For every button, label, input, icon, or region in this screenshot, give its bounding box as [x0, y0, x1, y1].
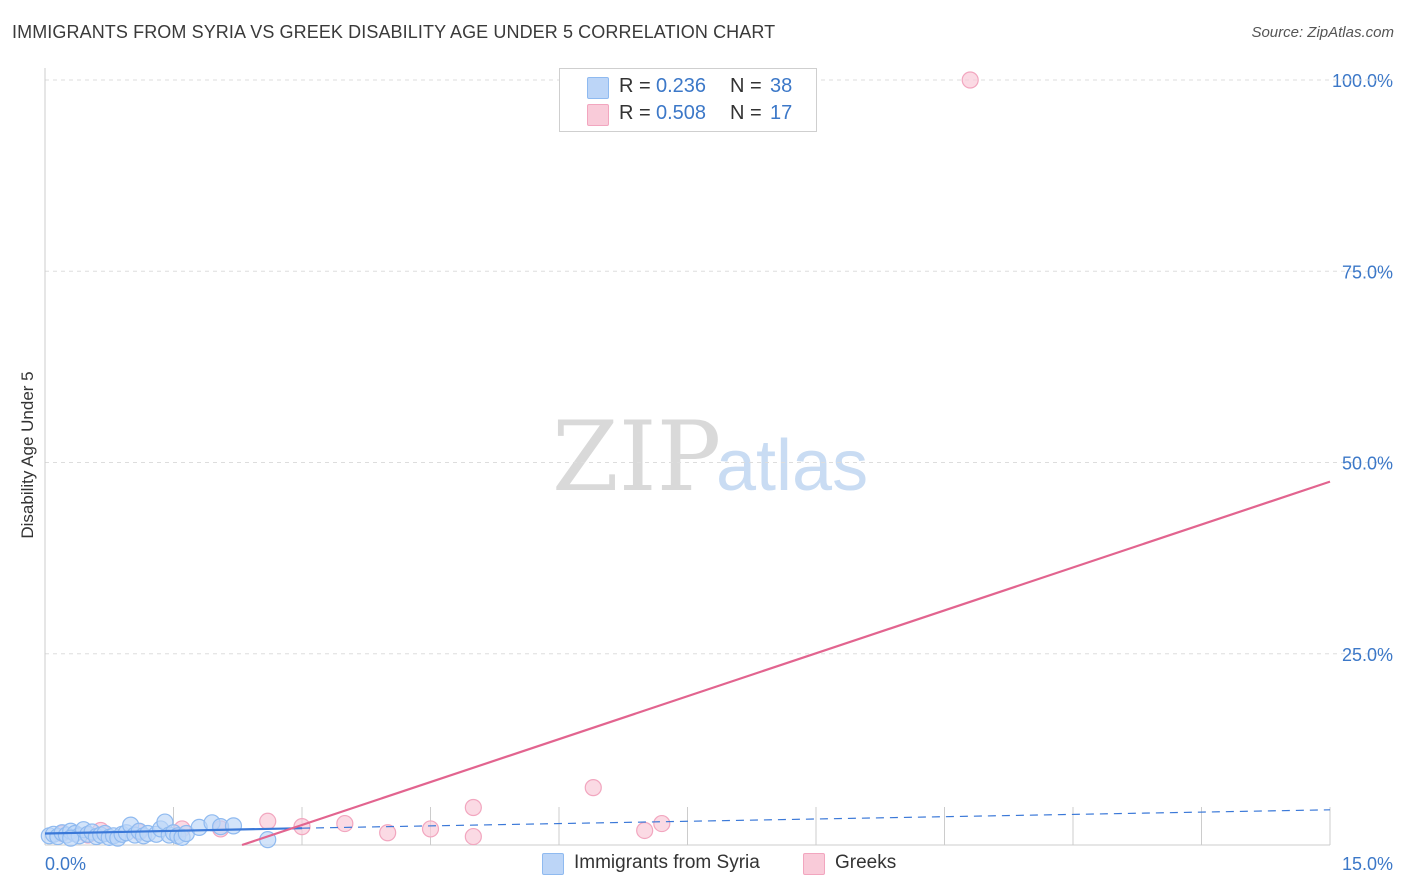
greeks-point	[464, 827, 482, 846]
legend-r-label: R =	[619, 102, 651, 124]
bottom-legend-label: Immigrants from Syria	[574, 852, 760, 873]
greeks-point	[379, 824, 397, 842]
syria-swatch	[542, 853, 564, 875]
legend-n-value: 38	[770, 75, 793, 97]
greeks-point	[259, 812, 277, 830]
legend-r-value: 0.508	[656, 102, 707, 124]
watermark-atlas: atlas	[716, 426, 868, 506]
legend-n-value: 17	[770, 102, 793, 124]
chart-title: IMMIGRANTS FROM SYRIA VS GREEK DISABILIT…	[12, 22, 776, 42]
syria-swatch	[587, 77, 609, 99]
legend-n-label: N =	[730, 75, 762, 97]
y-tick-label: 75.0%	[1342, 262, 1393, 282]
greeks-point	[636, 821, 654, 840]
greeks-point	[464, 798, 482, 817]
syria-trend-extension	[301, 809, 1331, 829]
greeks-swatch	[587, 104, 609, 126]
x-tick-label: 0.0%	[45, 854, 86, 874]
legend-n-label: N =	[730, 102, 762, 124]
legend-r-label: R =	[619, 75, 651, 97]
legend-r-value: 0.236	[656, 75, 707, 97]
x-tick-label: 15.0%	[1342, 854, 1393, 874]
syria-point	[224, 817, 243, 835]
y-tick-label: 50.0%	[1342, 454, 1393, 474]
source-label: Source: ZipAtlas.com	[1251, 24, 1394, 41]
legend-row-syria: R = 0.236 N = 38	[560, 74, 816, 100]
greeks-point	[336, 814, 354, 833]
watermark-zip: ZIP	[552, 401, 721, 513]
greeks-point	[584, 779, 602, 797]
bottom-legend-label: Greeks	[835, 852, 897, 873]
greeks-point	[961, 71, 979, 89]
legend-row-greeks: R = 0.508 N = 17	[560, 101, 816, 127]
syria-trendline	[44, 827, 303, 835]
y-tick-label: 25.0%	[1342, 645, 1393, 665]
greeks-point	[653, 814, 671, 833]
greeks-swatch	[803, 853, 825, 875]
y-axis-label: Disability Age Under 5	[18, 371, 37, 539]
y-tick-label: 100.0%	[1332, 71, 1393, 91]
greeks-trendline	[241, 480, 1331, 847]
greeks-point	[421, 820, 440, 838]
correlation-legend: R = 0.236 N = 38 R = 0.508 N = 17	[559, 68, 817, 132]
